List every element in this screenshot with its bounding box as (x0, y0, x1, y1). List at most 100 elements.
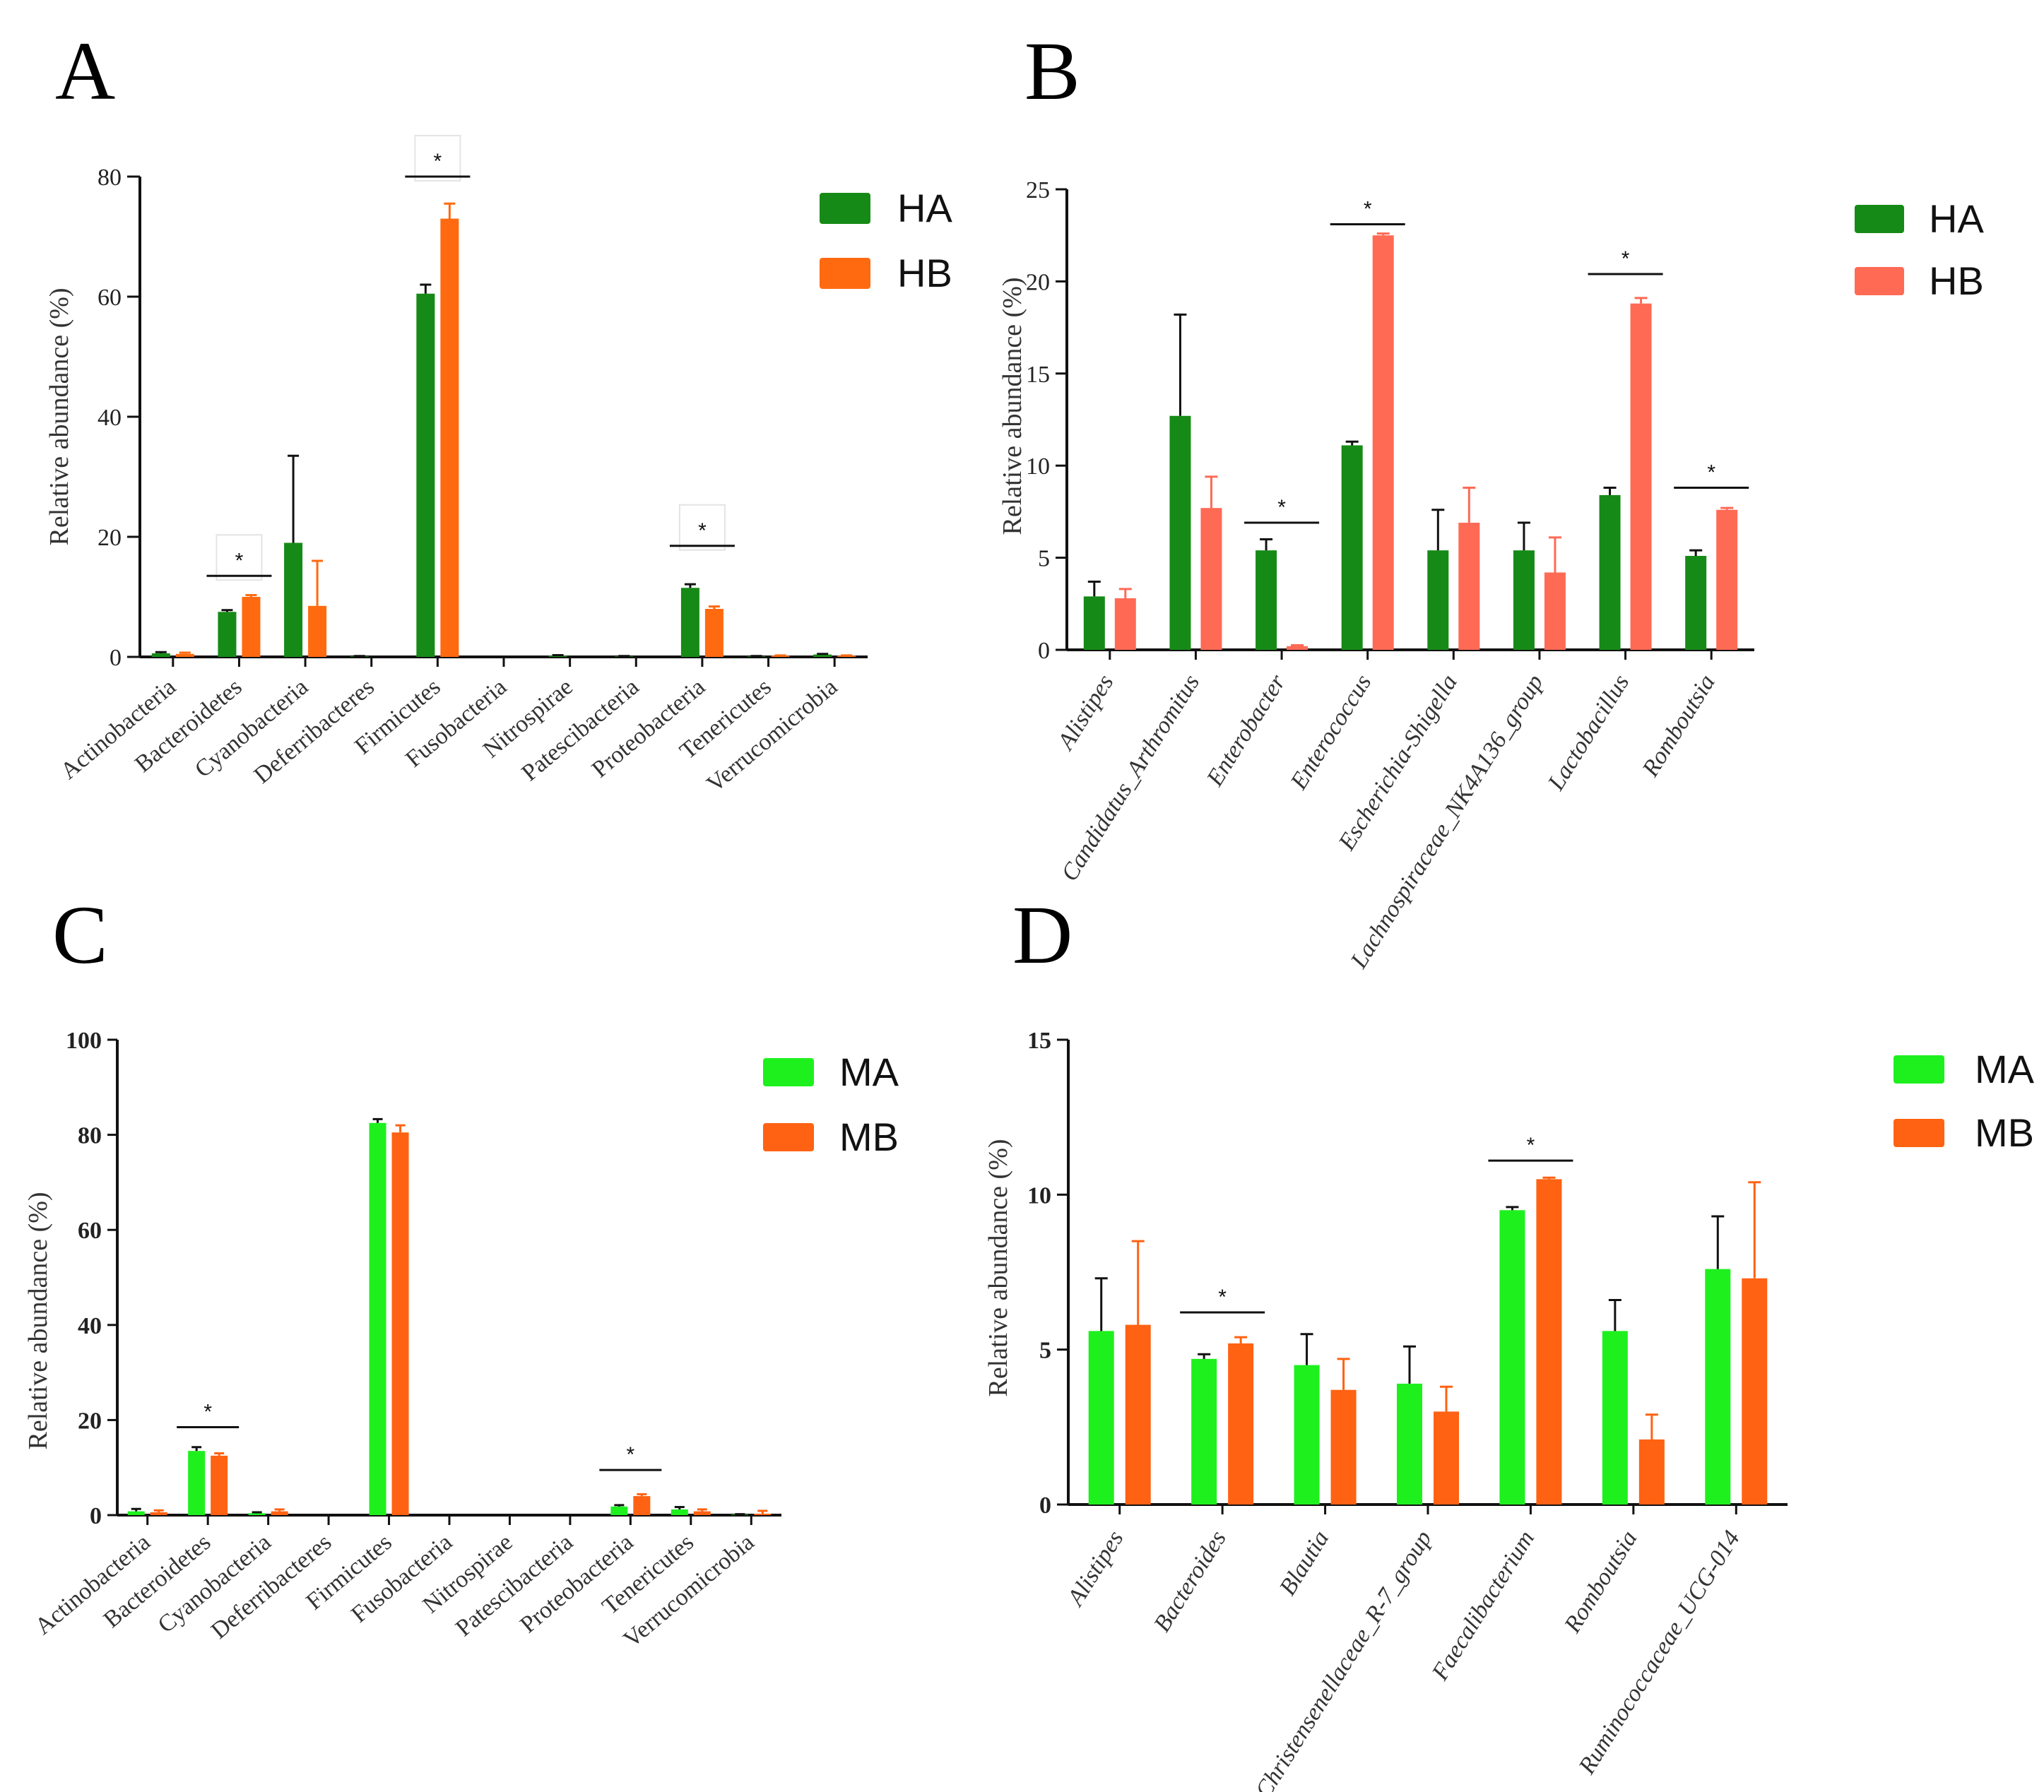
category-label: Enterobacter (1202, 670, 1292, 791)
bar-hb (1287, 646, 1308, 650)
y-tick-label: 0 (110, 645, 122, 671)
bar-ha (680, 588, 699, 657)
bar-ma (248, 1513, 266, 1515)
bar-ma (1397, 1383, 1422, 1505)
y-tick-label: 60 (78, 1218, 102, 1244)
panel-a-letter: A (55, 25, 115, 117)
y-tick-label: 15 (1027, 1028, 1051, 1054)
y-tick-label: 15 (1026, 362, 1050, 388)
y-tick-label: 0 (1038, 638, 1050, 664)
category-label: Alistipes (1052, 670, 1118, 756)
bar-ha (1599, 494, 1621, 650)
y-tick-label: 40 (78, 1313, 102, 1339)
y-axis-label: Relative abundance (%) (23, 1192, 53, 1449)
bar-ma (369, 1122, 386, 1515)
bar-hb (308, 605, 327, 657)
y-tick-label: 0 (90, 1503, 102, 1529)
category-label: Alistipes (1062, 1526, 1128, 1612)
legend-swatch-hb (820, 258, 870, 289)
bar-ha (1083, 596, 1105, 650)
bar-mb (754, 1513, 772, 1515)
bar-ma (1191, 1358, 1217, 1505)
bar-ma (1294, 1365, 1320, 1505)
significance-star: * (627, 1443, 635, 1466)
y-tick-label: 10 (1026, 453, 1050, 480)
bar-hb (1716, 509, 1738, 650)
bar-mb (1742, 1278, 1768, 1505)
bar-ha (416, 293, 435, 657)
category-label: Proteobacteria (587, 674, 710, 783)
y-tick-label: 80 (98, 165, 122, 191)
bar-ha (1427, 550, 1449, 650)
bar-mb (150, 1512, 167, 1515)
significance-star: * (698, 519, 707, 542)
bar-mb (693, 1511, 711, 1515)
significance-box (678, 504, 726, 551)
y-tick-label: 10 (1027, 1182, 1051, 1209)
y-axis-label: Relative abundance (%) (998, 277, 1027, 535)
bar-ha (1169, 415, 1191, 650)
y-tick-label: 40 (98, 405, 122, 431)
legend-swatch-mb (1894, 1119, 1944, 1147)
bar-hb (440, 218, 459, 657)
bar-mb (391, 1132, 409, 1515)
legend-swatch-hb (1855, 267, 1904, 295)
category-label: Bacteroides (1149, 1526, 1231, 1637)
panel-d: D 0 5 10 15 Relative abundance (%) Alistipes B… (983, 889, 2035, 1792)
legend-swatch-ha (1855, 205, 1904, 233)
bar-hb (1458, 523, 1480, 650)
category-label: Actinobacteria (56, 674, 181, 785)
bar-mb (1330, 1389, 1357, 1505)
legend-swatch-ma (763, 1058, 814, 1086)
bar-hb (1372, 235, 1394, 650)
bar-ma (1705, 1269, 1731, 1505)
bar-mb (1536, 1179, 1562, 1505)
bar-mb (1228, 1343, 1254, 1505)
bar-ma (670, 1509, 688, 1515)
bar-ha (218, 612, 237, 657)
panel-b: B 0 5 10 15 20 25 Relative abundance (%) Alisti… (998, 25, 1984, 973)
y-axis-label: Relative abundance (%) (45, 287, 74, 545)
bar-ma (1602, 1331, 1628, 1505)
significance-star: * (1218, 1286, 1227, 1309)
bar-ha (548, 655, 567, 657)
legend-label-hb: HB (1929, 259, 1984, 303)
panel-b-letter: B (1024, 25, 1080, 117)
bar-mb (1638, 1439, 1665, 1505)
category-label: Romboutsia (1559, 1526, 1643, 1638)
legend-swatch-ma (1894, 1055, 1944, 1084)
bar-mb (1125, 1324, 1151, 1505)
y-tick-label: 0 (1039, 1493, 1051, 1519)
significance-star: * (434, 150, 442, 173)
y-tick-label: 25 (1026, 177, 1050, 203)
bar-hb (175, 653, 194, 657)
panel-a: A 0 20 40 60 80 Relative abundance (%) Actinob… (45, 25, 952, 797)
category-label: Enterococcus (1285, 670, 1376, 795)
y-tick-label: 60 (98, 285, 122, 311)
bar-ha (813, 654, 832, 657)
bar-ma (127, 1511, 145, 1515)
y-tick-label: 100 (66, 1028, 102, 1054)
category-label: Blautia (1275, 1526, 1334, 1601)
legend-label-mb: MB (1975, 1110, 2034, 1155)
bar-ha (151, 653, 170, 657)
bar-mb (271, 1511, 288, 1515)
y-tick-label: 5 (1038, 546, 1050, 572)
bar-hb (242, 597, 261, 657)
significance-box (414, 135, 461, 182)
bar-mb (633, 1496, 651, 1515)
bar-hb (704, 609, 723, 657)
legend-label-ha: HA (897, 186, 952, 230)
category-label: Lactobacillus (1542, 670, 1634, 795)
significance-star: * (1527, 1134, 1535, 1157)
legend-swatch-mb (763, 1123, 814, 1151)
significance-star: * (235, 549, 244, 572)
y-tick-label: 20 (98, 525, 122, 551)
y-tick-label: 20 (78, 1408, 102, 1434)
bar-hb (1114, 598, 1136, 650)
y-tick-label: 5 (1039, 1338, 1051, 1364)
bar-hb (1200, 508, 1222, 650)
legend-label-ma: MA (839, 1050, 899, 1094)
